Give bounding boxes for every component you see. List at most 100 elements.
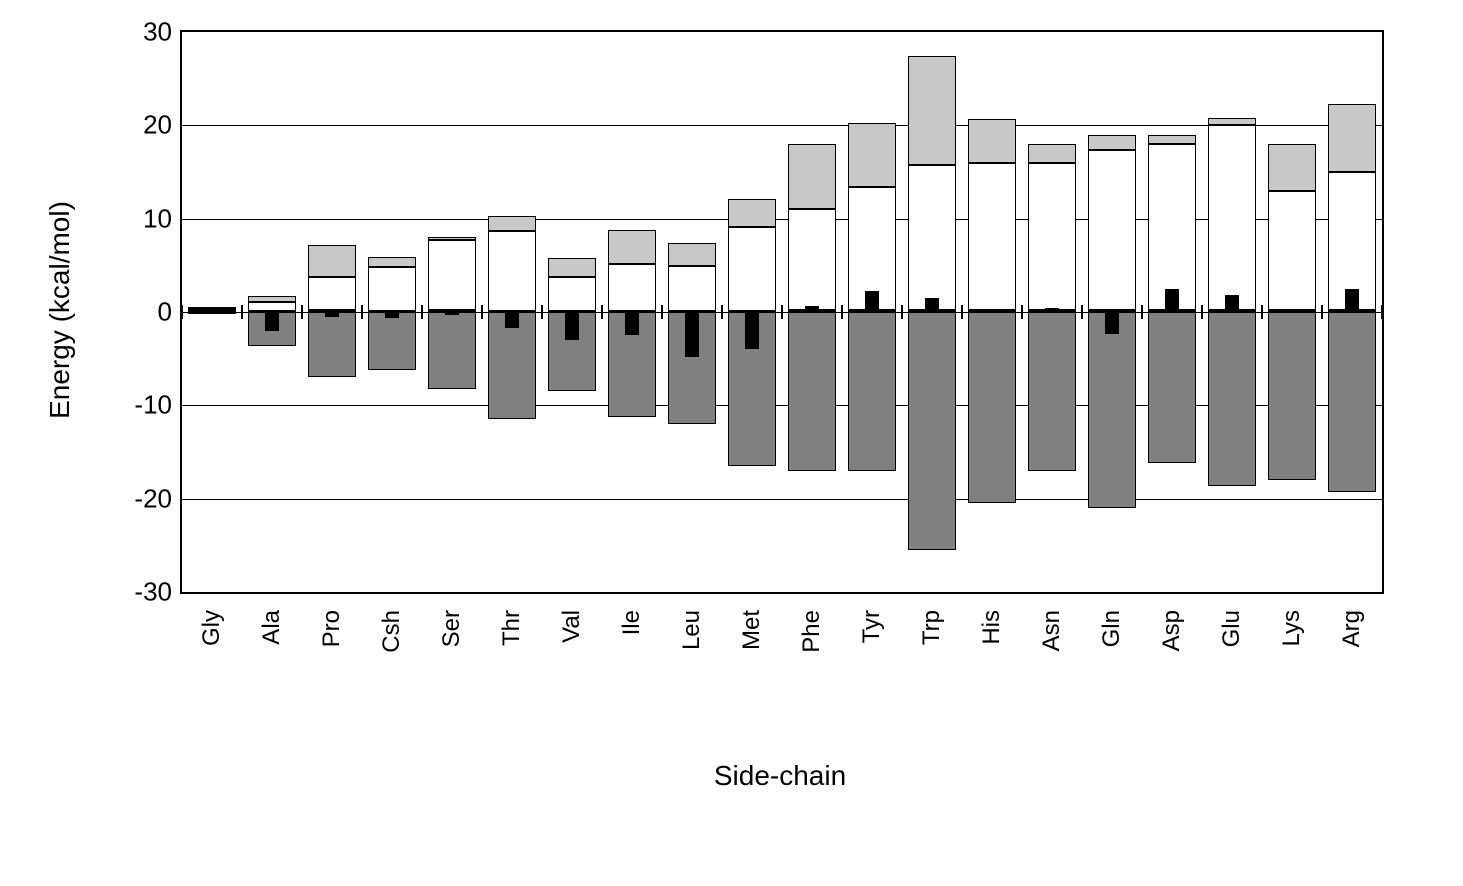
category-label: Trp (918, 610, 946, 645)
bar-pos-white (1268, 191, 1316, 310)
category-label: Lys (1278, 610, 1306, 646)
bar-pos-light (248, 296, 296, 302)
gridline (182, 405, 1382, 406)
bar-negative (788, 312, 836, 471)
bar-pos-white (1028, 163, 1076, 310)
category-label: Csh (378, 610, 406, 653)
bar-pos-light (1328, 104, 1376, 172)
category-label: Arg (1338, 610, 1366, 647)
bar-black (805, 306, 818, 312)
bar-negative (368, 312, 416, 370)
bar-pos-white (488, 231, 536, 310)
y-tick-label: 0 (158, 297, 172, 328)
gridline (182, 499, 1382, 500)
bar-pos-light (908, 56, 956, 165)
gridline (182, 125, 1382, 126)
x-tick (1141, 305, 1143, 319)
y-tick-label: 10 (143, 203, 172, 234)
bar-black (385, 312, 398, 318)
bar-pos-white (788, 209, 836, 310)
bar-negative (1148, 312, 1196, 463)
bar-pos-white (368, 267, 416, 311)
x-tick (1381, 305, 1383, 319)
bar-pos-light (548, 258, 596, 277)
category-label: Asp (1158, 610, 1186, 651)
bar-pos-light (488, 216, 536, 231)
x-tick (901, 305, 903, 319)
x-tick (841, 305, 843, 319)
category-label: Gln (1098, 610, 1126, 647)
bar-black (265, 312, 278, 331)
bar-pos-dark (1268, 310, 1316, 312)
bar-pos-white (548, 277, 596, 312)
x-tick (421, 305, 423, 319)
bar-pos-light (1268, 144, 1316, 191)
category-label: Thr (498, 610, 526, 646)
bar-pos-light (728, 199, 776, 227)
gridline (182, 219, 1382, 220)
bar-negative (1268, 312, 1316, 480)
category-label: Glu (1218, 610, 1246, 647)
bar-black (325, 312, 338, 317)
x-tick (601, 305, 603, 319)
category-label: Ile (618, 610, 646, 635)
bar-pos-white (428, 240, 476, 310)
bar-pos-light (1208, 118, 1256, 125)
x-tick (1321, 305, 1323, 319)
x-tick (721, 305, 723, 319)
x-tick (661, 305, 663, 319)
bar-black (925, 298, 938, 312)
x-tick (541, 305, 543, 319)
bar-black (205, 309, 218, 312)
bar-pos-white (1088, 150, 1136, 311)
x-tick (241, 305, 243, 319)
x-tick (1021, 305, 1023, 319)
bar-pos-white (908, 165, 956, 310)
bar-pos-white (728, 227, 776, 311)
bar-negative (848, 312, 896, 471)
bar-pos-light (1028, 144, 1076, 163)
category-label: Phe (798, 610, 826, 653)
bar-black (445, 312, 458, 315)
plot-area: -30-20-100102030GlyAlaProCshSerThrValIle… (180, 30, 1384, 594)
bar-pos-white (248, 302, 296, 311)
bar-pos-dark (968, 310, 1016, 312)
bar-pos-light (1088, 135, 1136, 150)
bar-negative (908, 312, 956, 550)
category-label: Ala (258, 610, 286, 645)
y-tick-label: 30 (143, 17, 172, 48)
category-label: Leu (678, 610, 706, 650)
bar-pos-white (668, 266, 716, 311)
bar-pos-light (968, 119, 1016, 163)
energy-chart: Energy (kcal/mol) -30-20-100102030GlyAla… (60, 30, 1400, 850)
bar-negative (428, 312, 476, 389)
category-label: Pro (318, 610, 346, 647)
x-tick (301, 305, 303, 319)
x-tick (361, 305, 363, 319)
bar-pos-light (308, 245, 356, 278)
x-axis-label: Side-chain (180, 760, 1380, 792)
x-tick (961, 305, 963, 319)
y-tick-label: -10 (134, 390, 172, 421)
bar-black (865, 291, 878, 312)
bar-black (625, 312, 638, 335)
bar-black (505, 312, 518, 328)
bar-negative (1328, 312, 1376, 492)
bar-negative (1088, 312, 1136, 508)
x-tick (1201, 305, 1203, 319)
bar-pos-light (368, 257, 416, 266)
bar-black (1225, 295, 1238, 312)
category-label: Gly (198, 610, 226, 646)
bar-pos-white (968, 163, 1016, 310)
x-tick (781, 305, 783, 319)
y-tick-label: -20 (134, 483, 172, 514)
bar-black (1345, 289, 1358, 312)
bar-pos-white (608, 264, 656, 311)
x-tick (1081, 305, 1083, 319)
bar-pos-white (308, 277, 356, 310)
x-tick (481, 305, 483, 319)
bar-pos-light (428, 237, 476, 240)
category-label: Met (738, 610, 766, 650)
category-label: Val (558, 610, 586, 643)
bar-black (745, 312, 758, 349)
